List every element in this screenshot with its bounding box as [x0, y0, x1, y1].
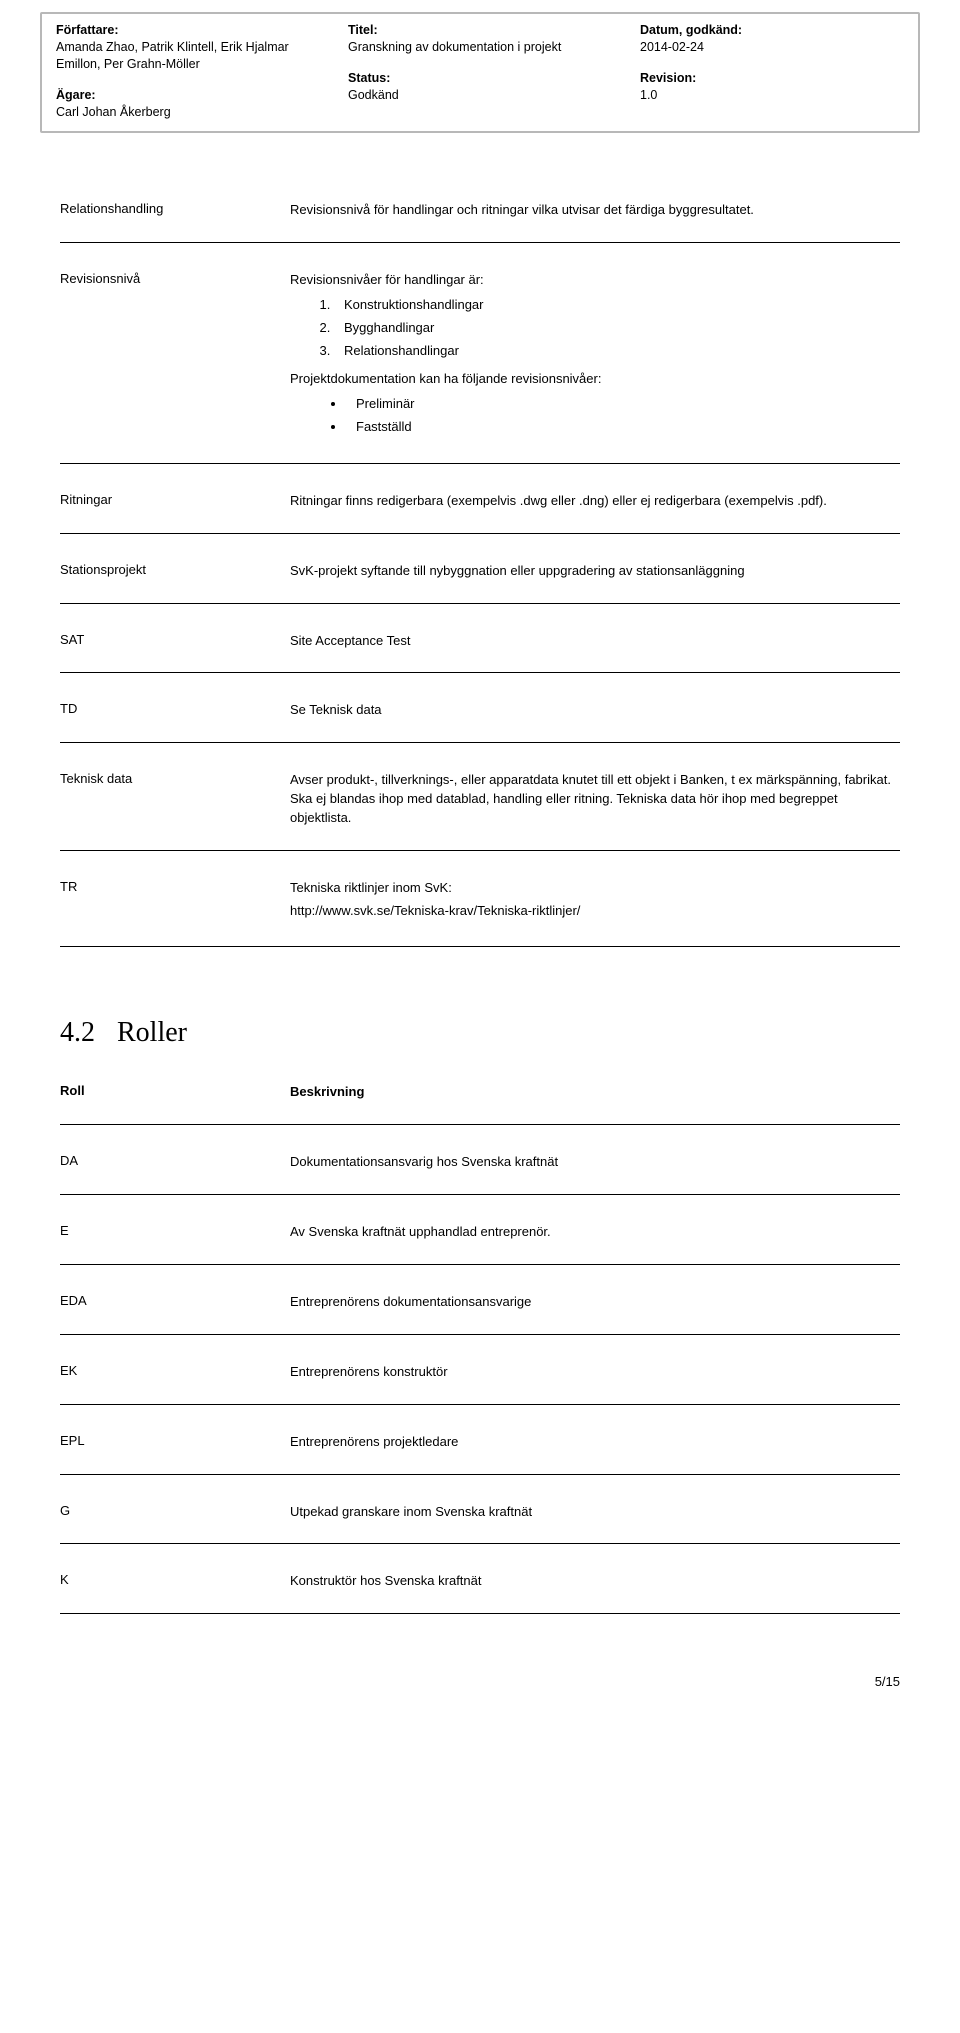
page-footer: 5/15	[0, 1614, 960, 1719]
status-label: Status:	[348, 70, 612, 86]
definition-intro: Revisionsnivåer för handlingar är:	[290, 271, 900, 290]
header-revision: Revision: 1.0	[640, 70, 904, 104]
definition-term: Revisionsnivå	[60, 271, 290, 464]
role-term: EPL	[60, 1433, 290, 1475]
author-value: Amanda Zhao, Patrik Klintell, Erik Hjalm…	[56, 39, 320, 73]
date-label: Datum, godkänd:	[640, 22, 904, 38]
role-desc: Entreprenörens dokumentationsansvarige	[290, 1293, 900, 1335]
role-term: EDA	[60, 1293, 290, 1335]
definition-desc: Ritningar finns redigerbara (exempelvis …	[290, 492, 900, 534]
definition-term: Ritningar	[60, 492, 290, 534]
section-number: 4.2	[60, 1017, 95, 1048]
role-term: K	[60, 1572, 290, 1614]
header-col-3: Datum, godkänd: 2014-02-24 Revision: 1.0	[626, 14, 918, 131]
list-item: Relationshandlingar	[334, 342, 900, 361]
role-term: E	[60, 1223, 290, 1265]
definition-desc: Site Acceptance Test	[290, 632, 900, 674]
role-row: DADokumentationsansvarig hos Svenska kra…	[60, 1125, 900, 1195]
definition-desc: SvK-projekt syftande till nybyggnation e…	[290, 562, 900, 604]
role-desc: Entreprenörens projektledare	[290, 1433, 900, 1475]
definition-link-text: http://www.svk.se/Tekniska-krav/Tekniska…	[290, 902, 900, 921]
definition-line: Tekniska riktlinjer inom SvK:	[290, 879, 900, 898]
bullet-list: Preliminär Fastställd	[290, 395, 900, 437]
role-row: EKEntreprenörens konstruktör	[60, 1335, 900, 1405]
header-col-1: Författare: Amanda Zhao, Patrik Klintell…	[42, 14, 334, 131]
definition-row: RitningarRitningar finns redigerbara (ex…	[60, 464, 900, 534]
header-author: Författare: Amanda Zhao, Patrik Klintell…	[56, 22, 320, 73]
list-item: Preliminär	[346, 395, 900, 414]
ordered-list: Konstruktionshandlingar Bygghandlingar Rel…	[290, 296, 900, 361]
author-label: Författare:	[56, 22, 320, 38]
date-value: 2014-02-24	[640, 39, 904, 56]
roles-header-term: Roll	[60, 1083, 290, 1125]
role-row: EDAEntreprenörens dokumentationsansvarig…	[60, 1265, 900, 1335]
list-item: Bygghandlingar	[334, 319, 900, 338]
role-term: DA	[60, 1153, 290, 1195]
role-row: EPLEntreprenörens projektledare	[60, 1405, 900, 1475]
definition-desc: Avser produkt-, tillverknings-, eller ap…	[290, 771, 900, 851]
document-header: Författare: Amanda Zhao, Patrik Klintell…	[40, 12, 920, 133]
definition-row: SATSite Acceptance Test	[60, 604, 900, 674]
revision-label: Revision:	[640, 70, 904, 86]
header-owner: Ägare: Carl Johan Åkerberg	[56, 87, 320, 121]
page-content: RelationshandlingRevisionsnivå för handl…	[0, 133, 960, 1614]
role-desc: Utpekad granskare inom Svenska kraftnät	[290, 1503, 900, 1545]
definition-row: RevisionsnivåRevisionsnivåer för handlin…	[60, 243, 900, 464]
definition-term: SAT	[60, 632, 290, 674]
definition-desc: Tekniska riktlinjer inom SvK: http://www.…	[290, 879, 900, 948]
status-value: Godkänd	[348, 87, 612, 104]
header-status: Status: Godkänd	[348, 70, 612, 104]
definition-row: StationsprojektSvK-projekt syftande till…	[60, 534, 900, 604]
definition-term: TD	[60, 701, 290, 743]
roles-header-desc: Beskrivning	[290, 1083, 900, 1125]
definition-term: Stationsprojekt	[60, 562, 290, 604]
role-desc: Av Svenska kraftnät upphandlad entrepren…	[290, 1223, 900, 1265]
section-heading-roller: 4.2 Roller	[60, 1017, 900, 1049]
role-row: EAv Svenska kraftnät upphandlad entrepre…	[60, 1195, 900, 1265]
definition-desc: Revisionsnivå för handlingar och ritning…	[290, 201, 900, 243]
role-desc: Entreprenörens konstruktör	[290, 1363, 900, 1405]
title-value: Granskning av dokumentation i projekt	[348, 39, 612, 56]
header-col-2: Titel: Granskning av dokumentation i pro…	[334, 14, 626, 131]
roles-header-row: Roll Beskrivning	[60, 1055, 900, 1125]
list-item: Konstruktionshandlingar	[334, 296, 900, 315]
header-title: Titel: Granskning av dokumentation i pro…	[348, 22, 612, 56]
header-date: Datum, godkänd: 2014-02-24	[640, 22, 904, 56]
definition-term: Relationshandling	[60, 201, 290, 243]
definition-row: RelationshandlingRevisionsnivå för handl…	[60, 173, 900, 243]
role-desc: Dokumentationsansvarig hos Svenska kraft…	[290, 1153, 900, 1195]
role-term: G	[60, 1503, 290, 1545]
list-item: Fastställd	[346, 418, 900, 437]
definition-row: Teknisk dataAvser produkt-, tillverkning…	[60, 743, 900, 851]
definition-term: TR	[60, 879, 290, 948]
definition-mid: Projektdokumentation kan ha följande rev…	[290, 370, 900, 389]
definition-row: TDSe Teknisk data	[60, 673, 900, 743]
owner-value: Carl Johan Åkerberg	[56, 104, 320, 121]
section-title: Roller	[117, 1017, 187, 1048]
owner-label: Ägare:	[56, 87, 320, 103]
revision-value: 1.0	[640, 87, 904, 104]
definitions-list-2: Roll Beskrivning DADokumentationsansvari…	[60, 1055, 900, 1614]
definition-row: TRTekniska riktlinjer inom SvK: http://ww…	[60, 851, 900, 948]
definition-desc: Revisionsnivåer för handlingar är: Konstr…	[290, 271, 900, 464]
title-label: Titel:	[348, 22, 612, 38]
role-desc: Konstruktör hos Svenska kraftnät	[290, 1572, 900, 1614]
definition-desc: Se Teknisk data	[290, 701, 900, 743]
definitions-list-1: RelationshandlingRevisionsnivå för handl…	[60, 173, 900, 947]
role-term: EK	[60, 1363, 290, 1405]
role-row: GUtpekad granskare inom Svenska kraftnät	[60, 1475, 900, 1545]
definition-term: Teknisk data	[60, 771, 290, 851]
role-row: KKonstruktör hos Svenska kraftnät	[60, 1544, 900, 1614]
